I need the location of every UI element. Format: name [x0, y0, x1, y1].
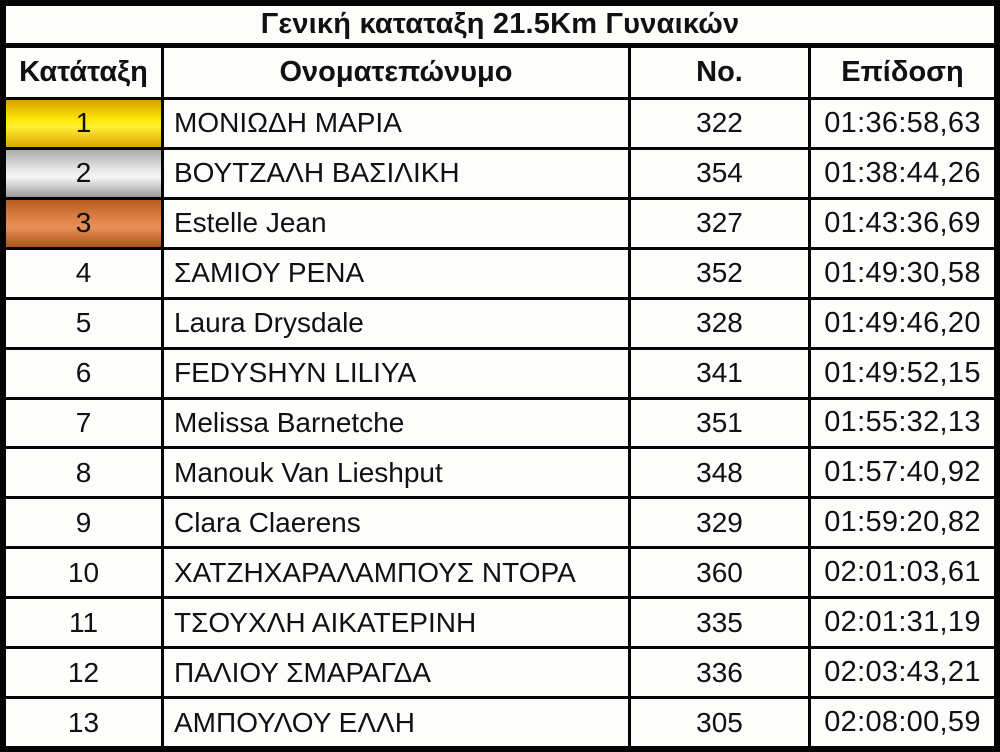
name-cell: ΠΑΛΙΟΥ ΣΜΑΡΑΓΔΑ [164, 649, 631, 697]
time-cell: 01:49:46,20 [824, 306, 981, 339]
time-cell: 01:57:40,92 [824, 456, 981, 489]
silver-rank-cell: 2 [6, 149, 164, 197]
table-title: Γενική καταταξη 21.5Km Γυναικών [6, 6, 994, 48]
rank-cell: 7 [6, 399, 164, 447]
table-row: 4 ΣΑΜΙΟΥ ΡΕΝΑ 352 01:49:30,58 [6, 249, 994, 300]
name-cell: ΒΟΥΤΖΑΛΗ ΒΑΣΙΛΙΚΗ [164, 149, 631, 197]
time-cell: 01:59:20,82 [824, 506, 981, 539]
name-cell: ΧΑΤΖΗΧΑΡΑΛΑΜΠΟΥΣ ΝΤΟΡΑ [164, 549, 631, 597]
number-cell: 329 [631, 499, 811, 547]
header-time: Επίδοση [841, 56, 964, 88]
rank-cell: 11 [6, 599, 164, 647]
table-row: 10 ΧΑΤΖΗΧΑΡΑΛΑΜΠΟΥΣ ΝΤΟΡΑ 360 02:01:03,6… [6, 549, 994, 600]
table-row: 8 Manouk Van Lieshput 348 01:57:40,92 [6, 449, 994, 500]
table-row: 3 Estelle Jean 327 01:43:36,69 [6, 199, 994, 250]
rank-cell: 8 [6, 449, 164, 497]
number-cell: 327 [631, 199, 811, 247]
header-name: Ονοματεπώνυμο [164, 48, 631, 97]
name-cell: ΑΜΠΟΥΛΟΥ ΕΛΛΗ [164, 699, 631, 746]
table-row: 1 ΜΟΝΙΩΔΗ ΜΑΡΙΑ 322 01:36:58,63 [6, 100, 994, 150]
name-cell: Laura Drysdale [164, 299, 631, 347]
time-cell: 01:36:58,63 [824, 106, 981, 139]
number-cell: 341 [631, 349, 811, 397]
number-cell: 335 [631, 599, 811, 647]
rank-cell: 6 [6, 349, 164, 397]
number-cell: 322 [631, 100, 811, 147]
time-cell: 02:08:00,59 [824, 706, 981, 739]
time-cell: 01:49:52,15 [824, 356, 981, 389]
header-rank: Κατάταξη [6, 48, 164, 97]
table-row: 9 Clara Claerens 329 01:59:20,82 [6, 499, 994, 550]
table-row: 12 ΠΑΛΙΟΥ ΣΜΑΡΑΓΔΑ 336 02:03:43,21 [6, 649, 994, 700]
rank-cell: 12 [6, 649, 164, 697]
gold-rank-cell: 1 [6, 100, 164, 147]
time-cell: 02:01:31,19 [824, 606, 981, 639]
rank-cell: 10 [6, 549, 164, 597]
time-cell: 01:38:44,26 [824, 156, 981, 189]
number-cell: 360 [631, 549, 811, 597]
name-cell: ΜΟΝΙΩΔΗ ΜΑΡΙΑ [164, 100, 631, 147]
number-cell: 351 [631, 399, 811, 447]
table-body: 1 ΜΟΝΙΩΔΗ ΜΑΡΙΑ 322 01:36:58,63 2 ΒΟΥΤΖΑ… [6, 100, 994, 746]
table-row: 2 ΒΟΥΤΖΑΛΗ ΒΑΣΙΛΙΚΗ 354 01:38:44,26 [6, 149, 994, 200]
name-cell: Melissa Barnetche [164, 399, 631, 447]
name-cell: ΣΑΜΙΟΥ ΡΕΝΑ [164, 249, 631, 297]
name-cell: Manouk Van Lieshput [164, 449, 631, 497]
name-cell: Estelle Jean [164, 199, 631, 247]
number-cell: 336 [631, 649, 811, 697]
name-cell: FEDYSHYN LILIYA [164, 349, 631, 397]
bronze-rank-cell: 3 [6, 199, 164, 247]
rank-cell: 9 [6, 499, 164, 547]
time-cell: 01:49:30,58 [824, 256, 981, 289]
name-cell: ΤΣΟΥΧΛΗ ΑΙΚΑΤΕΡΙΝΗ [164, 599, 631, 647]
name-cell: Clara Claerens [164, 499, 631, 547]
rank-cell: 5 [6, 299, 164, 347]
table-row: 6 FEDYSHYN LILIYA 341 01:49:52,15 [6, 349, 994, 400]
number-cell: 305 [631, 699, 811, 746]
time-cell: 01:43:36,69 [824, 206, 981, 239]
number-cell: 352 [631, 249, 811, 297]
rank-cell: 4 [6, 249, 164, 297]
number-cell: 354 [631, 149, 811, 197]
table-row: 13 ΑΜΠΟΥΛΟΥ ΕΛΛΗ 305 02:08:00,59 [6, 699, 994, 746]
time-cell: 01:55:32,13 [824, 406, 981, 439]
number-cell: 328 [631, 299, 811, 347]
table-row: 11 ΤΣΟΥΧΛΗ ΑΙΚΑΤΕΡΙΝΗ 335 02:01:31,19 [6, 599, 994, 650]
rank-cell: 13 [6, 699, 164, 746]
header-row: Κατάταξη Ονοματεπώνυμο No. Επίδοση [6, 48, 994, 100]
table-row: 5 Laura Drysdale 328 01:49:46,20 [6, 299, 994, 350]
header-number: No. [631, 48, 811, 97]
number-cell: 348 [631, 449, 811, 497]
table-row: 7 Melissa Barnetche 351 01:55:32,13 [6, 399, 994, 450]
time-cell: 02:03:43,21 [824, 656, 981, 689]
time-cell: 02:01:03,61 [824, 556, 981, 589]
